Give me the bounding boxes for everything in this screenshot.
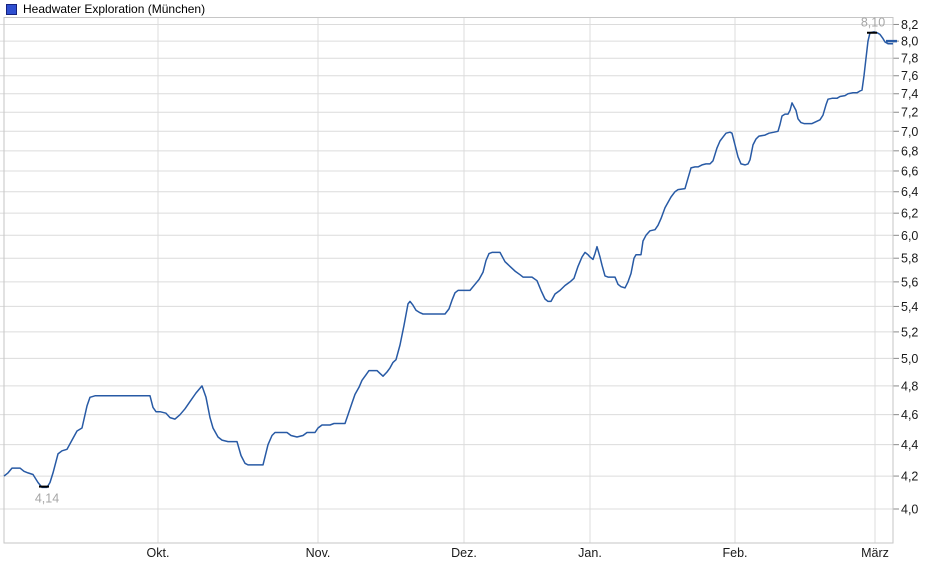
y-axis-label: 6,8	[901, 144, 918, 158]
low-price-label: 4,14	[35, 492, 59, 506]
y-axis-label: 6,2	[901, 207, 918, 221]
high-price-label: 8,10	[861, 16, 885, 30]
y-axis-label: 4,2	[901, 470, 918, 484]
y-axis-label: 7,4	[901, 87, 918, 101]
y-axis-label: 4,4	[901, 438, 918, 452]
x-axis-label: Nov.	[306, 546, 331, 560]
y-axis-label: 4,0	[901, 503, 918, 517]
x-axis-label: Okt.	[147, 546, 170, 560]
x-axis-label: März	[861, 546, 889, 560]
y-axis-label: 5,4	[901, 300, 918, 314]
y-axis-label: 5,6	[901, 275, 918, 289]
y-axis-label: 4,8	[901, 379, 918, 393]
y-axis-label: 6,6	[901, 164, 918, 178]
y-axis-label: 6,0	[901, 229, 918, 243]
x-axis-label: Jan.	[578, 546, 602, 560]
y-axis-label: 5,8	[901, 252, 918, 266]
y-axis-label: 8,2	[901, 18, 918, 32]
y-axis-label: 7,6	[901, 69, 918, 83]
chart-legend: Headwater Exploration (München)	[6, 2, 205, 16]
x-axis-label: Dez.	[451, 546, 477, 560]
series-color-swatch	[6, 3, 17, 15]
plot-border	[3, 17, 894, 544]
chart-title: Headwater Exploration (München)	[23, 2, 206, 16]
price-line	[3, 31, 893, 489]
y-axis-label: 5,0	[901, 352, 918, 366]
x-axis-label: Feb.	[722, 546, 747, 560]
y-axis-label: 7,2	[901, 106, 918, 120]
y-axis-label: 5,2	[901, 325, 918, 339]
y-axis-label: 7,8	[901, 52, 918, 66]
y-axis-label: 6,4	[901, 185, 918, 199]
y-axis-label: 8,0	[901, 35, 918, 49]
y-axis-label: 4,6	[901, 408, 918, 422]
y-axis-label: 7,0	[901, 125, 918, 139]
